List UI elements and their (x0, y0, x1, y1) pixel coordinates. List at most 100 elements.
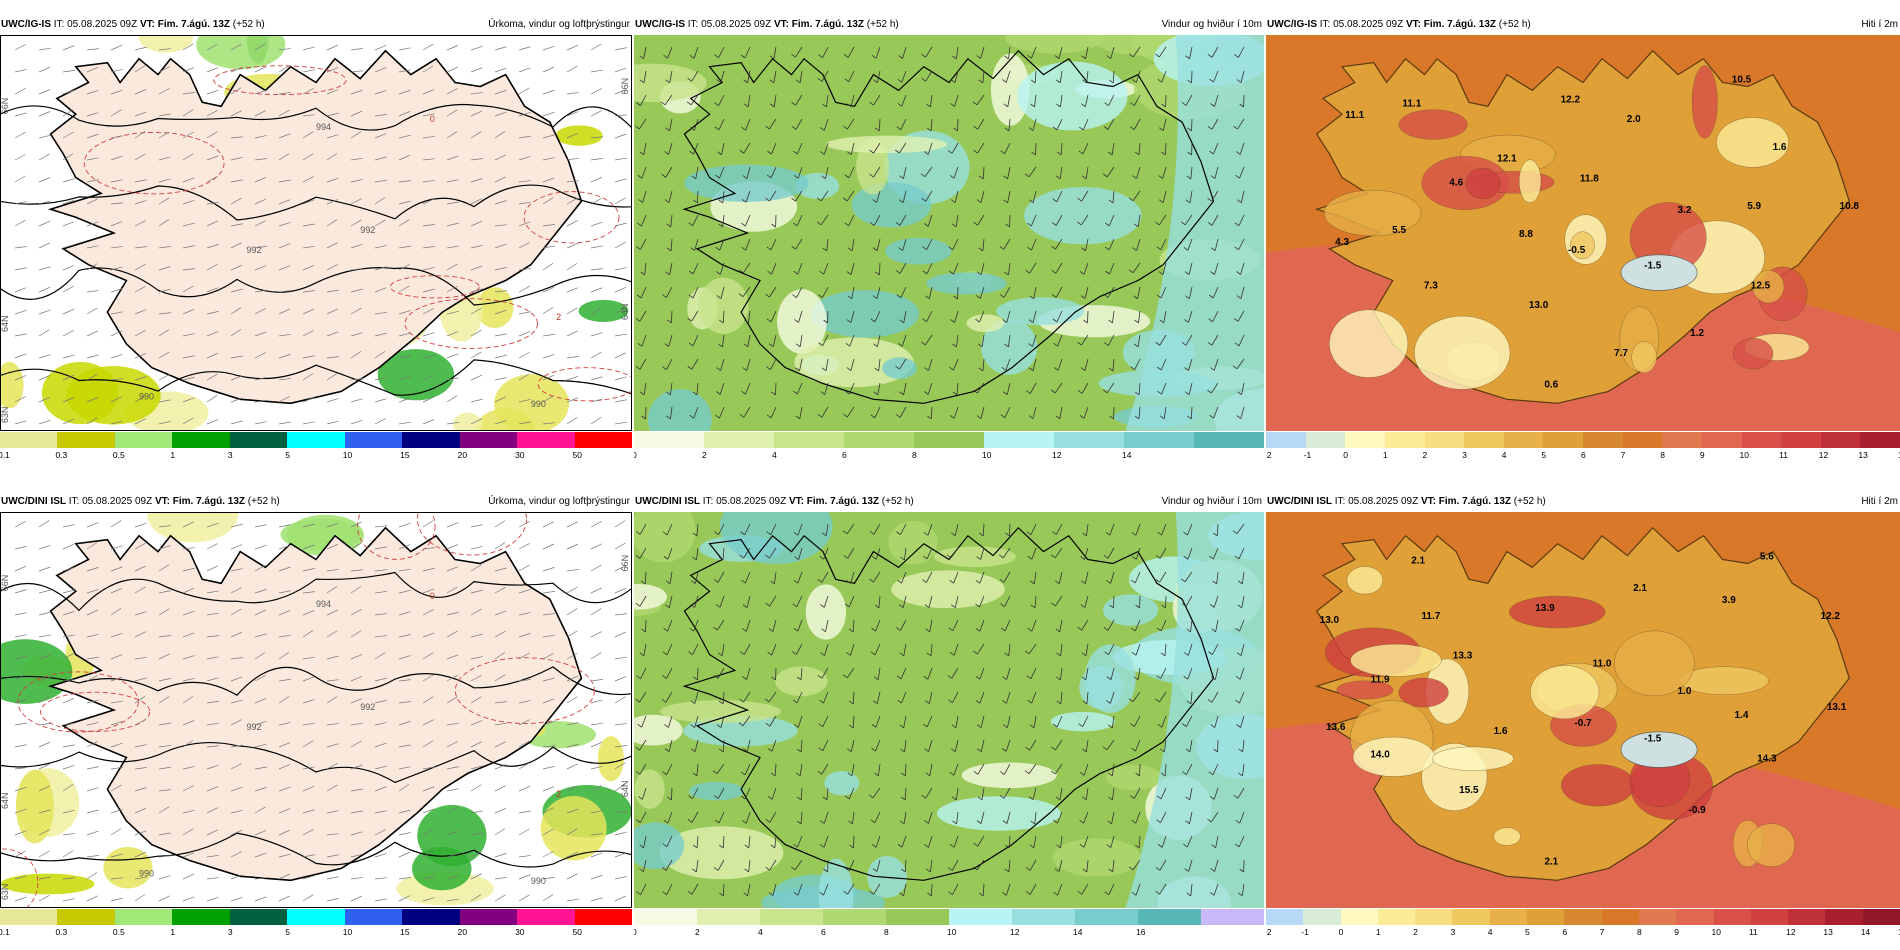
precip-area (578, 299, 629, 322)
wind-barb (494, 154, 506, 161)
wind-barb (494, 542, 506, 550)
wind-barb (422, 396, 435, 403)
wind-arrow-head (1208, 318, 1213, 323)
wind-arrow-head (662, 651, 668, 656)
wind-barb (518, 719, 530, 726)
wind-barb (182, 177, 195, 183)
wind-arrow-head (818, 342, 823, 347)
wind-arrow-head (896, 675, 902, 680)
wind-arrow (903, 811, 907, 824)
wind-arrow (1060, 643, 1063, 656)
wind-arrow (901, 94, 907, 107)
wind-barb (110, 566, 123, 572)
wind-barb (470, 418, 482, 425)
wind-barb (326, 763, 338, 770)
wind-barb (86, 656, 99, 660)
wind-arrow-head (972, 866, 978, 871)
wind-arrow (1029, 382, 1037, 394)
wind-barb (86, 290, 99, 293)
wind-barb (518, 87, 530, 95)
wind-arrow (1005, 358, 1011, 371)
wind-arrow (1056, 715, 1063, 728)
wind-arrow-head (664, 343, 670, 347)
wind-arrow (873, 214, 881, 226)
wind-arrow-head (1025, 867, 1031, 871)
wind-barb (62, 524, 75, 528)
wind-barb (446, 353, 459, 359)
wind-barb (566, 397, 579, 403)
wind-arrow (643, 70, 647, 83)
temperature-value-label: 2.1 (1633, 583, 1647, 594)
wind-barb (326, 219, 338, 227)
wind-arrow-head (1052, 723, 1058, 728)
wind-arrow-head (1160, 772, 1166, 777)
wind-arrow-head (666, 223, 671, 228)
wind-arrow-head (949, 771, 955, 776)
wind-arrow (903, 547, 907, 560)
wind-barb (302, 740, 314, 748)
wind-arrow-head (1208, 294, 1214, 299)
wind-barb (38, 611, 51, 616)
wind-arrow-head (1051, 602, 1056, 607)
wind-arrow-head (1209, 414, 1214, 419)
wind-barb (326, 67, 339, 73)
wind-arrow-head (975, 675, 981, 680)
wind-barb (278, 354, 291, 359)
wind-arrow-head (1055, 628, 1060, 633)
wind-barb (230, 136, 243, 139)
wind-barb (446, 741, 458, 748)
isobar-label: 990 (139, 391, 154, 401)
wind-arrow-head (767, 651, 772, 656)
wind-arrow (1080, 214, 1089, 226)
map-svg: 2.1 5.611.713.92.13.913.0 12.213.311.011.9… (1266, 512, 1900, 908)
wind-barb (326, 199, 339, 205)
wind-arrow (1242, 739, 1245, 752)
wind-arrow-head (1052, 126, 1058, 131)
colorbar-tick-label: 11 (1779, 450, 1788, 460)
wind-arrow (640, 883, 647, 895)
wind-arrow (1237, 787, 1245, 799)
wind-arrow (851, 286, 855, 299)
wind-barb (38, 309, 51, 315)
isotherm (40, 691, 151, 732)
wind-barb (374, 546, 387, 550)
wind-arrow (952, 883, 959, 895)
wind-arrow-head (1055, 175, 1061, 180)
wind-barb (446, 422, 459, 425)
wind-barb (158, 608, 170, 616)
wind-arrow (744, 763, 751, 776)
wind-barb (446, 286, 458, 293)
colorbar-swatch (1713, 909, 1752, 925)
wind-speed-area (810, 290, 920, 338)
wind-arrow-head (662, 771, 667, 776)
wind-barb (398, 285, 410, 293)
wind-barb (326, 89, 339, 95)
wind-arrow (876, 190, 881, 203)
wind-arrow (1164, 763, 1167, 776)
wind-arrow (977, 835, 985, 847)
temperature-value-label: -1.5 (1644, 734, 1662, 745)
wind-barb (302, 523, 315, 528)
wind-arrow-head (1155, 578, 1160, 583)
wind-barb (302, 199, 315, 205)
wind-arrow-head (927, 415, 932, 420)
wind-arrow-head (1000, 150, 1005, 155)
wind-arrow-head (792, 294, 797, 299)
wind-barb (230, 657, 243, 660)
map-svg (634, 512, 1264, 908)
isobar-label: 994 (316, 122, 331, 132)
wind-arrow (644, 571, 647, 585)
wind-arrow (902, 595, 907, 608)
wind-barb (614, 656, 627, 660)
wind-barb (206, 373, 218, 381)
wind-arrow-head (692, 868, 697, 873)
wind-barb (38, 894, 50, 902)
wind-barb (62, 397, 75, 403)
wind-arrow-head (897, 699, 902, 704)
wind-barb (182, 67, 195, 73)
colorbar-tick-label: 12 (1818, 450, 1829, 460)
wind-barb (62, 354, 75, 359)
wind-barb (62, 418, 75, 425)
wind-barb (206, 590, 219, 594)
wind-barb (62, 543, 75, 550)
